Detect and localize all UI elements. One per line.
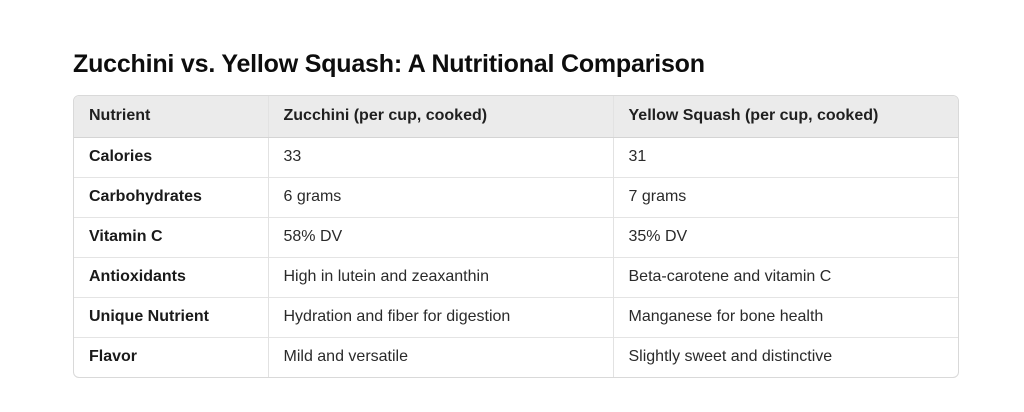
table-row: Unique Nutrient Hydration and fiber for … [74, 296, 958, 337]
nutrient-cell: Flavor [74, 336, 268, 377]
yellow-squash-cell: 35% DV [612, 216, 958, 257]
comparison-table: Nutrient Zucchini (per cup, cooked) Yell… [73, 95, 959, 378]
table-row: Antioxidants High in lutein and zeaxanth… [74, 256, 958, 297]
zucchini-cell: 58% DV [267, 216, 613, 257]
table-row: Vitamin C 58% DV 35% DV [74, 216, 958, 257]
zucchini-cell: 33 [267, 137, 613, 177]
table-row: Calories 33 31 [74, 137, 958, 177]
zucchini-cell: Hydration and fiber for digestion [267, 296, 613, 337]
table-row: Flavor Mild and versatile Slightly sweet… [74, 336, 958, 377]
yellow-squash-cell: 31 [612, 137, 958, 177]
table-row: Carbohydrates 6 grams 7 grams [74, 176, 958, 217]
nutrient-cell: Unique Nutrient [74, 296, 268, 337]
table-body: Calories 33 31 Carbohydrates 6 grams 7 g… [74, 137, 958, 377]
header-nutrient: Nutrient [74, 96, 268, 138]
yellow-squash-cell: Beta-carotene and vitamin C [612, 256, 958, 297]
yellow-squash-cell: 7 grams [612, 176, 958, 217]
zucchini-cell: 6 grams [267, 176, 613, 217]
header-row: Nutrient Zucchini (per cup, cooked) Yell… [74, 96, 958, 138]
nutrient-cell: Antioxidants [74, 256, 268, 297]
zucchini-cell: Mild and versatile [267, 336, 613, 377]
header-yellow-squash: Yellow Squash (per cup, cooked) [612, 96, 958, 138]
nutrient-cell: Carbohydrates [74, 176, 268, 217]
yellow-squash-cell: Manganese for bone health [612, 296, 958, 337]
zucchini-cell: High in lutein and zeaxanthin [267, 256, 613, 297]
yellow-squash-cell: Slightly sweet and distinctive [612, 336, 958, 377]
page-title: Zucchini vs. Yellow Squash: A Nutritiona… [73, 50, 705, 78]
nutrient-cell: Calories [89, 148, 153, 165]
nutrient-cell: Vitamin C [74, 216, 268, 257]
header-zucchini: Zucchini (per cup, cooked) [267, 96, 613, 138]
table-header: Nutrient Zucchini (per cup, cooked) Yell… [74, 96, 958, 138]
nutrition-table: Nutrient Zucchini (per cup, cooked) Yell… [74, 96, 958, 377]
